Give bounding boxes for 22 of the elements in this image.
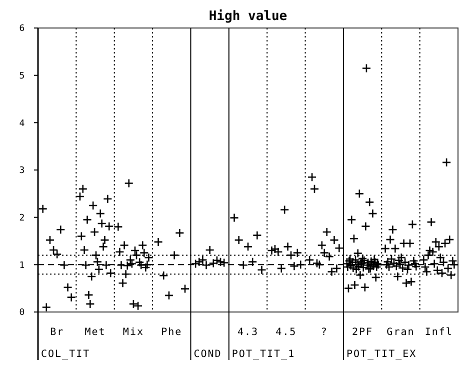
x-tick-label: 4.3 — [237, 327, 259, 338]
y-tick-label: 0 — [19, 308, 25, 318]
x-tick-label: Phe — [161, 327, 182, 338]
x-tick-label: Met — [84, 327, 106, 338]
text: COL_TIT — [41, 349, 90, 360]
x-tick-label: Br — [50, 327, 64, 338]
text: COND — [194, 349, 222, 360]
x-tick-label: Mix — [122, 327, 144, 338]
y-tick-label: 1 — [19, 260, 25, 271]
x-tick-label: ? — [320, 327, 328, 338]
y-tick-label: 2 — [19, 213, 25, 224]
chart-title: High value — [208, 9, 288, 24]
text: POT_TIT_1 — [232, 349, 296, 360]
y-tick-label: 5 — [19, 71, 25, 82]
y-tick-label: 6 — [19, 24, 25, 34]
text: POT_TIT_EX — [346, 349, 417, 360]
x-tick-label: Infl — [424, 327, 453, 338]
x-tick-label: 2PF — [352, 327, 374, 338]
y-tick-label: 4 — [19, 118, 25, 129]
x-tick-label: 4.5 — [276, 327, 297, 338]
y-tick-label: 3 — [19, 166, 25, 176]
x-tick-label: Gran — [386, 327, 415, 338]
